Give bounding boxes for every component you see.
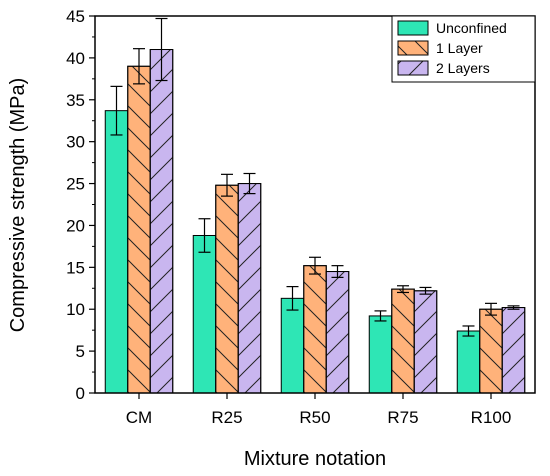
bar-r25-unconfined bbox=[192, 234, 217, 394]
bars-layer bbox=[104, 49, 526, 394]
error-bars-layer bbox=[110, 17, 520, 337]
bar-hatch-cm-2-layers bbox=[149, 49, 174, 394]
bar-hatch-r25-1-layer bbox=[215, 184, 239, 394]
y-tick-label: 45 bbox=[66, 7, 85, 26]
y-tick-label: 0 bbox=[76, 384, 85, 403]
legend-label: 2 Layers bbox=[436, 60, 490, 76]
y-axis-title: Compressive strength (MPa) bbox=[7, 78, 29, 333]
error-bar bbox=[374, 310, 387, 322]
bar-hatch-r100-1-layer bbox=[479, 308, 503, 394]
bar-cm-unconfined bbox=[104, 110, 129, 394]
y-tick-label: 20 bbox=[66, 216, 85, 235]
error-bar bbox=[309, 256, 321, 275]
error-bar bbox=[155, 17, 168, 82]
x-tick-label: R75 bbox=[387, 408, 418, 427]
ticks-layer: CM R25 R50 R75 R100 0 5 10 15 20 25 30 35 40 45 bbox=[66, 7, 511, 427]
error-bar bbox=[198, 218, 211, 253]
x-tick-label: R100 bbox=[471, 408, 512, 427]
y-tick-label: 30 bbox=[66, 133, 85, 152]
error-bar bbox=[419, 286, 432, 295]
error-bar bbox=[462, 325, 475, 337]
bar-hatch-r75-1-layer bbox=[391, 288, 415, 394]
y-tick-label: 25 bbox=[66, 175, 85, 194]
bar-hatch-r50-2-layers bbox=[325, 271, 350, 394]
legend-label: 1 Layer bbox=[436, 40, 483, 56]
legend: Unconfined 1 Layer 2 Layers bbox=[391, 15, 536, 83]
error-bar bbox=[331, 265, 344, 278]
error-bar bbox=[110, 85, 123, 136]
error-bar bbox=[133, 48, 145, 85]
error-bar bbox=[221, 173, 233, 197]
legend-label: Unconfined bbox=[436, 20, 507, 36]
x-tick-label: R50 bbox=[299, 408, 330, 427]
x-tick-label: CM bbox=[126, 408, 152, 427]
y-tick-label: 10 bbox=[66, 300, 85, 319]
y-tick-label: 5 bbox=[76, 342, 85, 361]
error-bar bbox=[243, 172, 256, 195]
x-axis-title: Mixture notation bbox=[244, 448, 386, 470]
error-bar bbox=[286, 286, 299, 311]
y-tick-label: 15 bbox=[66, 258, 85, 277]
y-tick-label: 35 bbox=[66, 91, 85, 110]
error-bar bbox=[507, 305, 520, 310]
bar-r75-unconfined bbox=[368, 315, 393, 394]
legend-swatch-hatch bbox=[397, 60, 429, 76]
legend-swatch-hatch bbox=[397, 40, 429, 56]
bar-hatch-cm-1-layer bbox=[127, 65, 151, 394]
bar-r50-unconfined bbox=[280, 297, 305, 394]
x-tick-label: R25 bbox=[211, 408, 242, 427]
bar-hatch-r100-2-layers bbox=[501, 307, 526, 394]
bar-hatch-r75-2-layers bbox=[413, 290, 438, 394]
y-tick-label: 40 bbox=[66, 49, 85, 68]
legend-swatch bbox=[397, 20, 429, 36]
bar-hatch-r50-1-layer bbox=[303, 265, 327, 394]
error-bar bbox=[485, 302, 497, 316]
bar-hatch-r25-2-layers bbox=[237, 183, 262, 394]
error-bar bbox=[397, 285, 409, 294]
bar-r100-unconfined bbox=[456, 330, 481, 394]
